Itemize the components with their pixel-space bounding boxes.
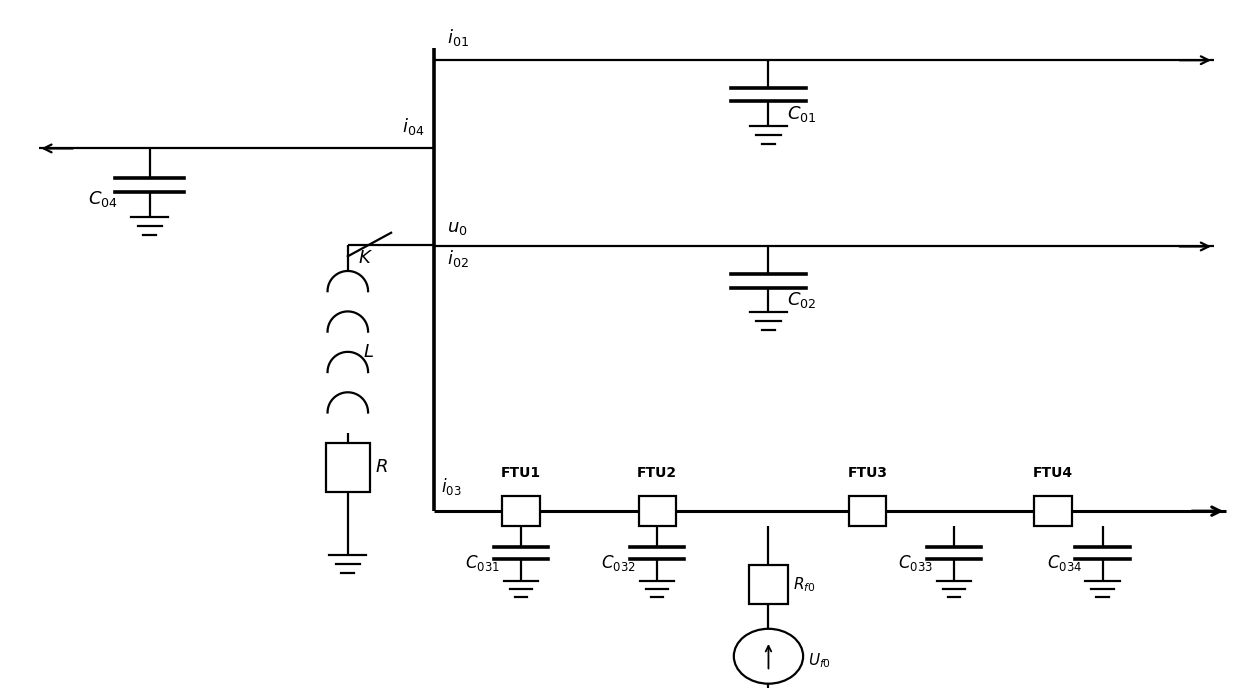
Bar <box>1034 497 1071 526</box>
Text: $u_0$: $u_0$ <box>446 218 467 236</box>
Bar <box>849 497 887 526</box>
Bar <box>326 442 370 491</box>
Text: FTU3: FTU3 <box>847 466 888 480</box>
Text: $i_{03}$: $i_{03}$ <box>440 476 461 497</box>
Text: $U_{f0}$: $U_{f0}$ <box>808 652 831 670</box>
Text: $i_{02}$: $i_{02}$ <box>446 249 469 269</box>
Text: $C_{032}$: $C_{032}$ <box>601 553 636 573</box>
Text: $C_{034}$: $C_{034}$ <box>1047 553 1083 573</box>
Text: $C_{031}$: $C_{031}$ <box>465 553 500 573</box>
Text: $C_{01}$: $C_{01}$ <box>787 104 816 124</box>
Bar <box>639 497 676 526</box>
Text: $C_{033}$: $C_{033}$ <box>898 553 934 573</box>
Text: $C_{02}$: $C_{02}$ <box>787 290 816 310</box>
Text: $K$: $K$ <box>357 249 373 267</box>
Bar <box>749 565 789 604</box>
Text: $C_{04}$: $C_{04}$ <box>88 189 118 209</box>
Bar <box>502 497 539 526</box>
Text: FTU1: FTU1 <box>501 466 541 480</box>
Text: FTU2: FTU2 <box>637 466 677 480</box>
Text: $i_{01}$: $i_{01}$ <box>446 28 469 48</box>
Text: FTU4: FTU4 <box>1033 466 1073 480</box>
Text: $R_{f0}$: $R_{f0}$ <box>794 575 816 594</box>
Text: $i_{04}$: $i_{04}$ <box>402 116 424 136</box>
Text: $R$: $R$ <box>374 458 388 476</box>
Text: $L$: $L$ <box>362 343 373 361</box>
